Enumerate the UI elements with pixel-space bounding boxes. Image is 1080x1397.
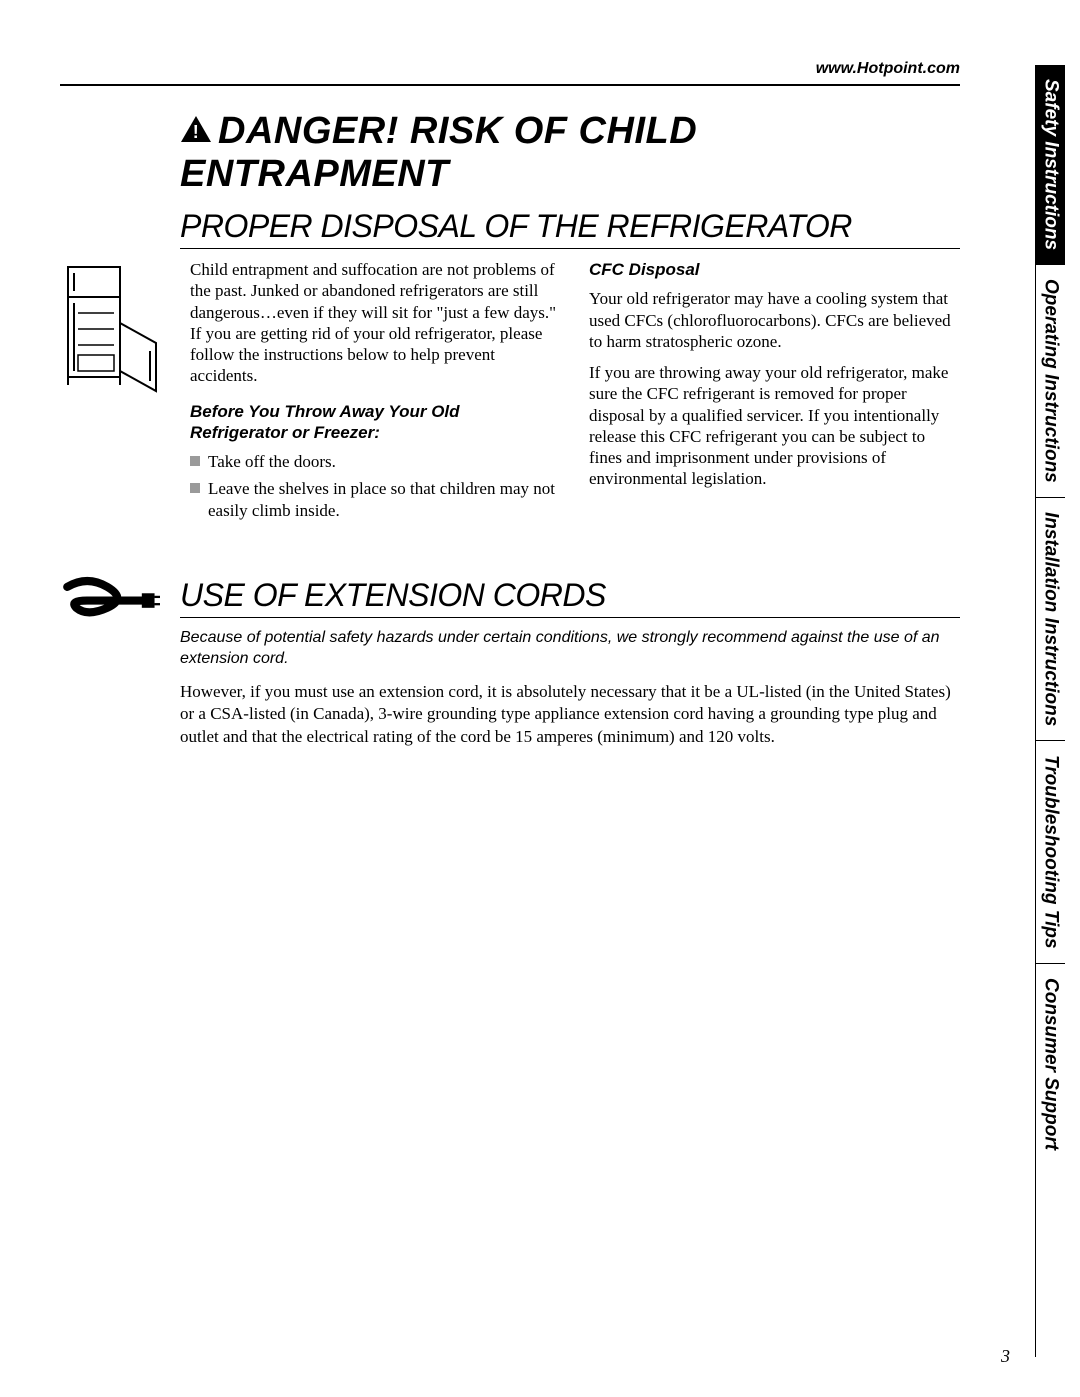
cfc-p2: If you are throwing away your old refrig… <box>589 362 960 490</box>
danger-title-text: DANGER! RISK OF CHILD ENTRAPMENT <box>180 110 697 195</box>
tab-consumer-support[interactable]: Consumer Support <box>1036 964 1065 1164</box>
svg-text:!: ! <box>193 122 200 142</box>
disposal-section: Child entrapment and suffocation are not… <box>60 259 960 527</box>
extension-intro: Because of potential safety hazards unde… <box>180 628 960 670</box>
extension-section: USE OF EXTENSION CORDS Because of potent… <box>60 577 960 748</box>
page-number: 3 <box>1001 1346 1010 1367</box>
tab-operating-instructions[interactable]: Operating Instructions <box>1036 265 1065 498</box>
extension-body: However, if you must use an extension co… <box>180 681 960 747</box>
tab-installation-instructions[interactable]: Installation Instructions <box>1036 498 1065 741</box>
refrigerator-icon <box>60 263 170 398</box>
disposal-right-col: CFC Disposal Your old refrigerator may h… <box>589 259 960 527</box>
header-url: www.Hotpoint.com <box>60 60 960 78</box>
extension-subtitle: USE OF EXTENSION CORDS <box>180 577 960 618</box>
tab-troubleshooting-tips[interactable]: Troubleshooting Tips <box>1036 741 1065 964</box>
disposal-intro: Child entrapment and suffocation are not… <box>190 259 561 387</box>
disposal-before-heading: Before You Throw Away Your Old Refrigera… <box>190 401 561 444</box>
bullet-square-icon <box>190 483 200 493</box>
bullet-text: Leave the shelves in place so that child… <box>208 478 561 521</box>
tab-safety-instructions[interactable]: Safety Instructions <box>1036 65 1065 265</box>
bullet-item: Leave the shelves in place so that child… <box>190 478 561 521</box>
cord-icon <box>60 571 160 626</box>
danger-title: ! DANGER! RISK OF CHILD ENTRAPMENT <box>60 110 960 196</box>
cfc-p1: Your old refrigerator may have a cooling… <box>589 288 960 352</box>
warning-icon: ! <box>180 110 212 153</box>
disposal-left-col: Child entrapment and suffocation are not… <box>190 259 561 527</box>
bullet-square-icon <box>190 456 200 466</box>
top-rule <box>60 84 960 86</box>
bullet-text: Take off the doors. <box>208 451 336 472</box>
side-tabs: Safety Instructions Operating Instructio… <box>1035 65 1065 1357</box>
cfc-heading: CFC Disposal <box>589 259 960 280</box>
disposal-subtitle: PROPER DISPOSAL OF THE REFRIGERATOR <box>180 208 960 249</box>
bullet-item: Take off the doors. <box>190 451 561 472</box>
